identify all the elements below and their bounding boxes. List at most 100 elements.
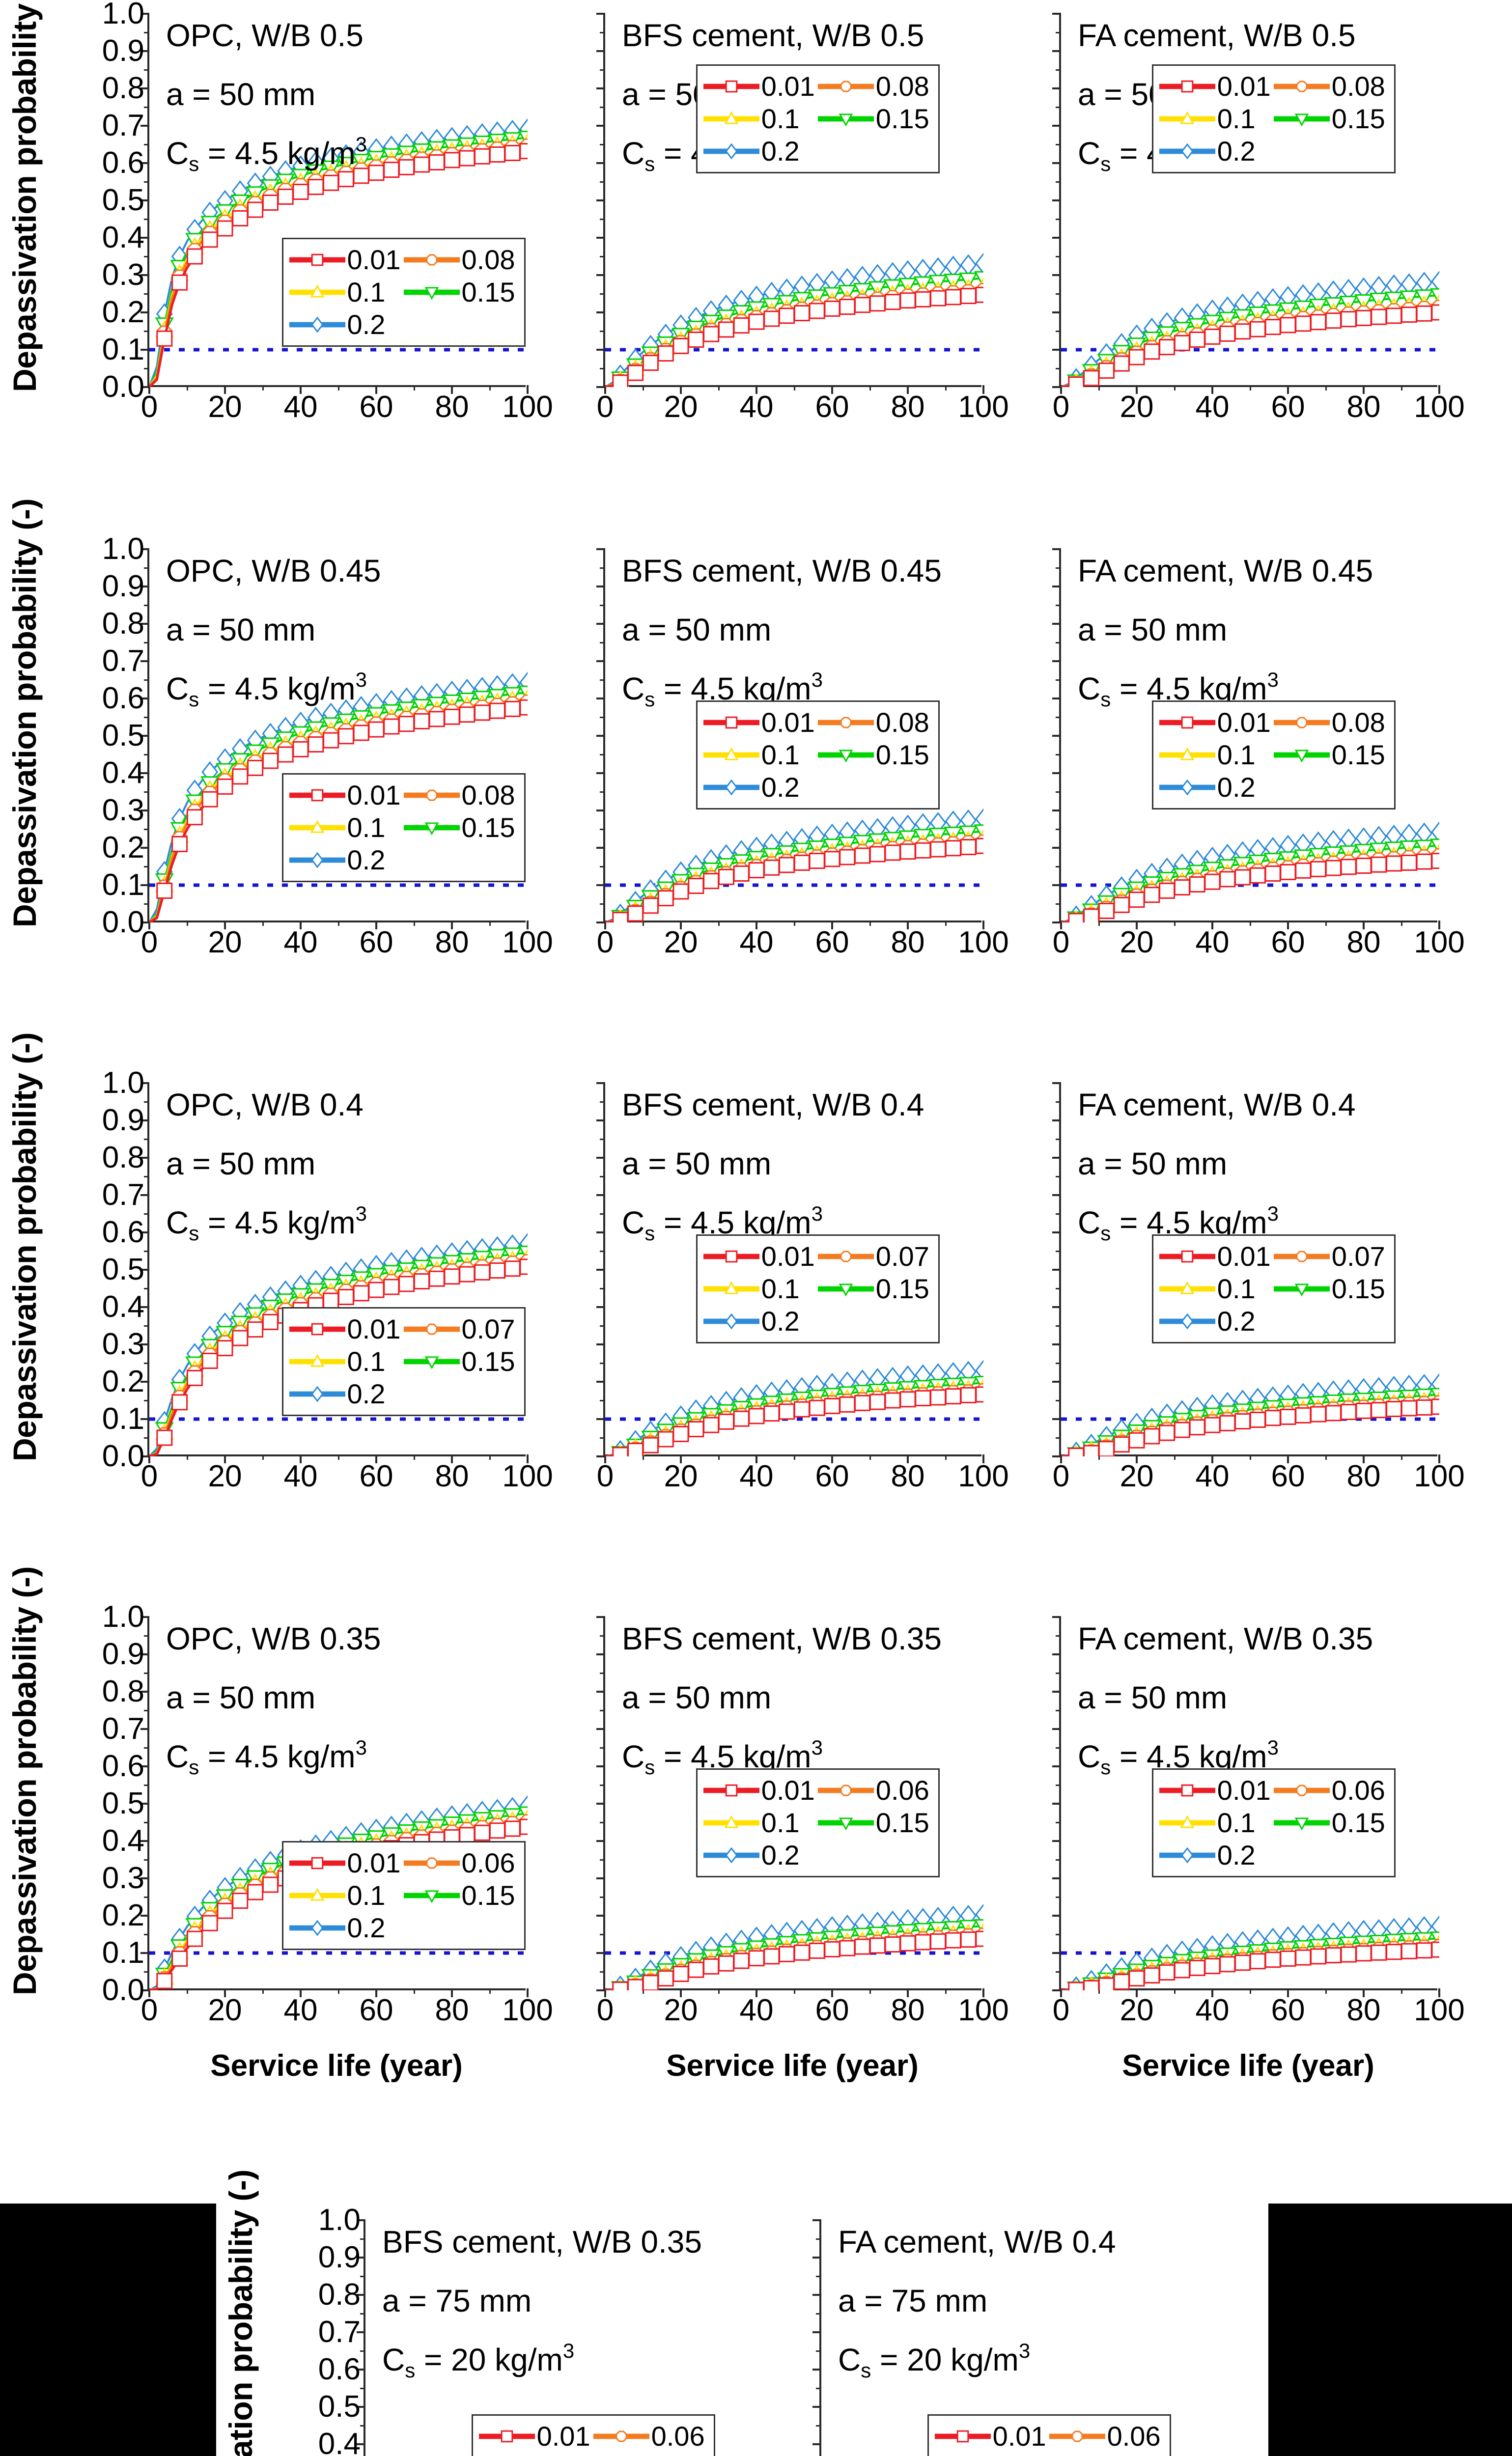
y-tick-label: 0.4	[102, 1290, 144, 1324]
legend-item[interactable]: 0.01	[1158, 708, 1271, 736]
legend-item[interactable]: 0.2	[702, 137, 815, 165]
legend-item[interactable]: 0.08	[817, 72, 929, 100]
y-tick-mark	[140, 921, 149, 923]
legend-item[interactable]: 0.01	[702, 1242, 815, 1270]
legend-item[interactable]: 0.1	[288, 1882, 401, 1909]
legend-item[interactable]: 0.01	[1158, 1242, 1271, 1270]
legend-item[interactable]: 0.01	[702, 708, 815, 736]
legend-item[interactable]: 0.1	[1158, 1809, 1271, 1837]
legend-item[interactable]: 0.2	[1158, 773, 1271, 801]
y-tick-mark	[140, 586, 149, 587]
legend-item[interactable]: 0.08	[1273, 72, 1385, 100]
legend-item[interactable]: 0.1	[702, 1275, 815, 1303]
legend-item[interactable]: 0.01	[288, 246, 401, 274]
legend-item[interactable]: 0.06	[1273, 1776, 1385, 1804]
y-tick-mark-minor	[600, 1101, 605, 1103]
legend-item[interactable]: 0.15	[1273, 1275, 1385, 1303]
legend-item[interactable]: 0.08	[403, 246, 515, 274]
y-tick-mark	[596, 1157, 605, 1159]
legend-item[interactable]: 0.2	[288, 311, 401, 338]
legend-item[interactable]: 0.01	[1158, 72, 1271, 100]
legend-item[interactable]: 0.1	[1158, 741, 1271, 769]
legend-item[interactable]: 0.2	[1158, 137, 1271, 165]
legend-item[interactable]: 0.2	[702, 1841, 815, 1869]
legend-item[interactable]: 0.01	[934, 2423, 1046, 2450]
legend-item[interactable]: 0.15	[592, 2455, 705, 2456]
y-tick-mark-minor	[144, 791, 149, 793]
legend-item[interactable]: 0.15	[403, 814, 515, 841]
legend-item[interactable]: 0.2	[1158, 1841, 1271, 1869]
legend-item[interactable]: 0.1	[1158, 105, 1271, 133]
legend-item[interactable]: 0.1	[702, 741, 815, 769]
x-tick-label: 0	[596, 925, 614, 959]
y-tick-mark-minor	[600, 330, 605, 332]
legend-item[interactable]: 0.08	[403, 781, 515, 809]
legend-item[interactable]: 0.2	[288, 1380, 401, 1408]
y-tick-label: 0.0	[102, 905, 144, 939]
legend-item[interactable]: 0.07	[817, 1242, 929, 1270]
y-tick-mark-minor	[1056, 143, 1061, 145]
y-tick-mark-minor	[1056, 791, 1061, 793]
legend-item[interactable]: 0.15	[1273, 105, 1385, 133]
surface-chloride-label: Cs = 4.5 kg/m3	[622, 668, 823, 711]
legend-item[interactable]: 0.15	[817, 1809, 929, 1837]
x-tick-mark	[1363, 1988, 1365, 1997]
legend-item[interactable]: 0.08	[817, 708, 929, 736]
y-tick-label: 0.6	[102, 146, 144, 180]
legend-key-circle-icon	[403, 250, 461, 270]
legend-item[interactable]: 0.15	[403, 279, 515, 306]
legend-item[interactable]: 0.15	[403, 1348, 515, 1375]
legend-item[interactable]: 0.06	[1048, 2423, 1161, 2450]
legend-item[interactable]: 0.2	[702, 773, 815, 801]
y-tick-mark	[140, 1082, 149, 1084]
legend-item[interactable]: 0.06	[403, 1849, 515, 1877]
legend-key-square-icon	[1158, 77, 1216, 96]
chart-panel-fa-045: 0 20 40 60 80 100 FA cement, W/B 0.45 a = 50 mm…	[1052, 548, 1465, 958]
legend-item[interactable]: 0.1	[288, 279, 401, 306]
legend-item[interactable]: 0.01	[288, 1315, 401, 1343]
x-tick-mark	[1287, 921, 1289, 929]
legend-item[interactable]: 0.1	[702, 105, 815, 133]
legend-item[interactable]: 0.2	[1158, 1307, 1271, 1335]
legend-item[interactable]: 0.1	[288, 1348, 401, 1375]
legend: 0.01 0.08 0.1 0.15 0.2	[1151, 64, 1396, 173]
legend-item[interactable]: 0.01	[1158, 1776, 1271, 1804]
legend-item[interactable]: 0.2	[288, 846, 401, 874]
legend-item[interactable]: 0.01	[702, 72, 815, 100]
legend-item[interactable]: 0.1	[478, 2455, 590, 2456]
legend-item[interactable]: 0.1	[702, 1809, 815, 1837]
y-tick-mark	[596, 87, 605, 89]
y-tick-mark	[812, 2257, 821, 2259]
legend-item[interactable]: 0.15	[1048, 2455, 1161, 2456]
legend-item[interactable]: 0.2	[702, 1307, 815, 1335]
legend-item[interactable]: 0.01	[702, 1776, 815, 1804]
legend-item[interactable]: 0.1	[1158, 1275, 1271, 1303]
x-tick-mark	[756, 385, 757, 394]
y-tick-label: 0.3	[102, 258, 144, 292]
legend-item[interactable]: 0.08	[1273, 708, 1385, 736]
legend-item[interactable]: 0.07	[403, 1315, 515, 1343]
legend-item[interactable]: 0.07	[1273, 1242, 1385, 1270]
legend-item[interactable]: 0.2	[288, 1914, 401, 1942]
legend: 0.010.060.10.150.2	[927, 2414, 1171, 2456]
legend-item[interactable]: 0.15	[403, 1882, 515, 1909]
legend-item[interactable]: 0.15	[1273, 1809, 1385, 1837]
legend-item[interactable]: 0.01	[288, 1849, 401, 1877]
x-tick-mark-minor	[1325, 385, 1327, 391]
legend-item[interactable]: 0.1	[934, 2455, 1046, 2456]
y-axis-title: Depassivation probability (-)	[6, 1033, 43, 1461]
legend-item[interactable]: 0.01	[288, 781, 401, 809]
legend-item[interactable]: 0.06	[817, 1776, 929, 1804]
cover-depth-label: a = 50 mm	[1078, 1680, 1228, 1715]
legend-item[interactable]: 0.01	[478, 2423, 590, 2450]
legend-item[interactable]: 0.15	[817, 1275, 929, 1303]
legend-item[interactable]: 0.15	[1273, 741, 1385, 769]
legend-item[interactable]: 0.15	[817, 105, 929, 133]
y-tick-label: 0.2	[102, 831, 144, 865]
legend-item[interactable]: 0.06	[592, 2423, 705, 2450]
legend-item[interactable]: 0.15	[817, 741, 929, 769]
x-tick-label: 20	[208, 390, 242, 424]
legend-key-circle-icon	[817, 713, 875, 732]
legend-item[interactable]: 0.1	[288, 814, 401, 841]
